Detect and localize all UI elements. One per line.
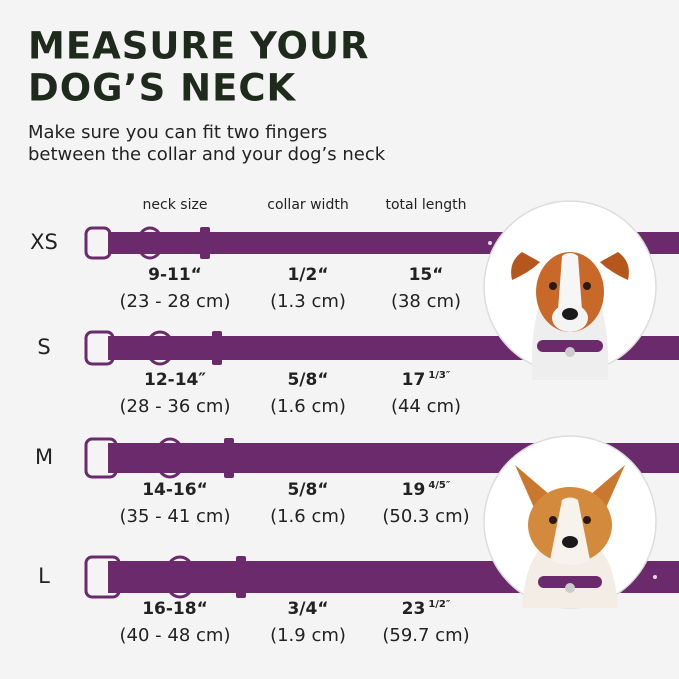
buckle [84, 555, 121, 599]
size-row: M 14-16“ (35 - 41 cm) 5/8“ (1.6 cm) 19 4/5″ (50… [35, 445, 470, 527]
total-length-fraction: 4/5″ [428, 480, 451, 491]
column-header: collar width [267, 197, 348, 213]
neck-size: 12-14″ [144, 370, 206, 390]
neck-cm: (40 - 48 cm) [120, 625, 231, 646]
width-cm: (1.3 cm) [270, 291, 346, 312]
total-length: 19 4/5″ [402, 480, 451, 500]
width-cm: (1.9 cm) [270, 625, 346, 646]
dog-photo-bottom [483, 435, 657, 609]
collar-width: 1/2“ [287, 265, 328, 285]
ring [136, 226, 164, 260]
neck-size: 9-11“ [148, 265, 202, 285]
width-cm: (1.6 cm) [270, 506, 346, 527]
subtitle-line: Make sure you can fit two fingers [28, 122, 327, 143]
hole [488, 241, 492, 245]
ring [145, 330, 175, 366]
total-length: 17 1/3″ [402, 370, 451, 390]
size-row: S 12-14″ (28 - 36 cm) 5/8“ (1.6 cm) 17 1/3″ (44… [37, 335, 461, 417]
length-cm: (50.3 cm) [382, 506, 469, 527]
size-rows: XS 9-11“ (23 - 28 cm) 1/2“ (1.3 cm) 15“ (38 cm… [30, 230, 470, 646]
subtitle-line: between the collar and your dog’s neck [28, 144, 386, 165]
collar-width: 5/8“ [287, 480, 328, 500]
column-header: total length [385, 197, 466, 213]
total-length-main: 15“ [409, 265, 444, 285]
buckle [84, 330, 115, 366]
total-length-main: 17 [402, 370, 426, 390]
buckle [84, 437, 118, 479]
size-label: M [35, 445, 53, 469]
keeper [212, 331, 222, 365]
length-cm: (38 cm) [391, 291, 461, 312]
neck-cm: (35 - 41 cm) [120, 506, 231, 527]
hole [653, 575, 657, 579]
keeper [224, 438, 234, 478]
neck-size: 14-16“ [142, 480, 208, 500]
ring [154, 437, 186, 479]
column-header: neck size [143, 197, 208, 213]
title-line: MEASURE YOUR [28, 25, 370, 68]
buckle [84, 226, 112, 260]
total-length-fraction: 1/3″ [428, 370, 451, 381]
ring [163, 555, 197, 599]
length-cm: (44 cm) [391, 396, 461, 417]
total-length-main: 23 [402, 599, 426, 619]
size-row: L 16-18“ (40 - 48 cm) 3/4“ (1.9 cm) 23 1/2″ (59… [38, 564, 469, 646]
neck-cm: (23 - 28 cm) [120, 291, 231, 312]
dog-photo-top [483, 200, 657, 380]
collar-width: 3/4“ [287, 599, 328, 619]
collar-width: 5/8“ [287, 370, 328, 390]
neck-cm: (28 - 36 cm) [120, 396, 231, 417]
size-label: XS [30, 230, 58, 254]
size-row: XS 9-11“ (23 - 28 cm) 1/2“ (1.3 cm) 15“ (38 cm… [30, 230, 461, 312]
width-cm: (1.6 cm) [270, 396, 346, 417]
keeper [236, 556, 246, 598]
title-line: DOG’S NECK [28, 67, 297, 110]
total-length: 23 1/2″ [402, 599, 451, 619]
total-length: 15“ [409, 265, 444, 285]
size-label: L [38, 564, 50, 588]
total-length-main: 19 [402, 480, 426, 500]
keeper [200, 227, 210, 259]
total-length-fraction: 1/2″ [428, 599, 451, 610]
length-cm: (59.7 cm) [382, 625, 469, 646]
neck-size: 16-18“ [142, 599, 208, 619]
size-label: S [37, 335, 50, 359]
